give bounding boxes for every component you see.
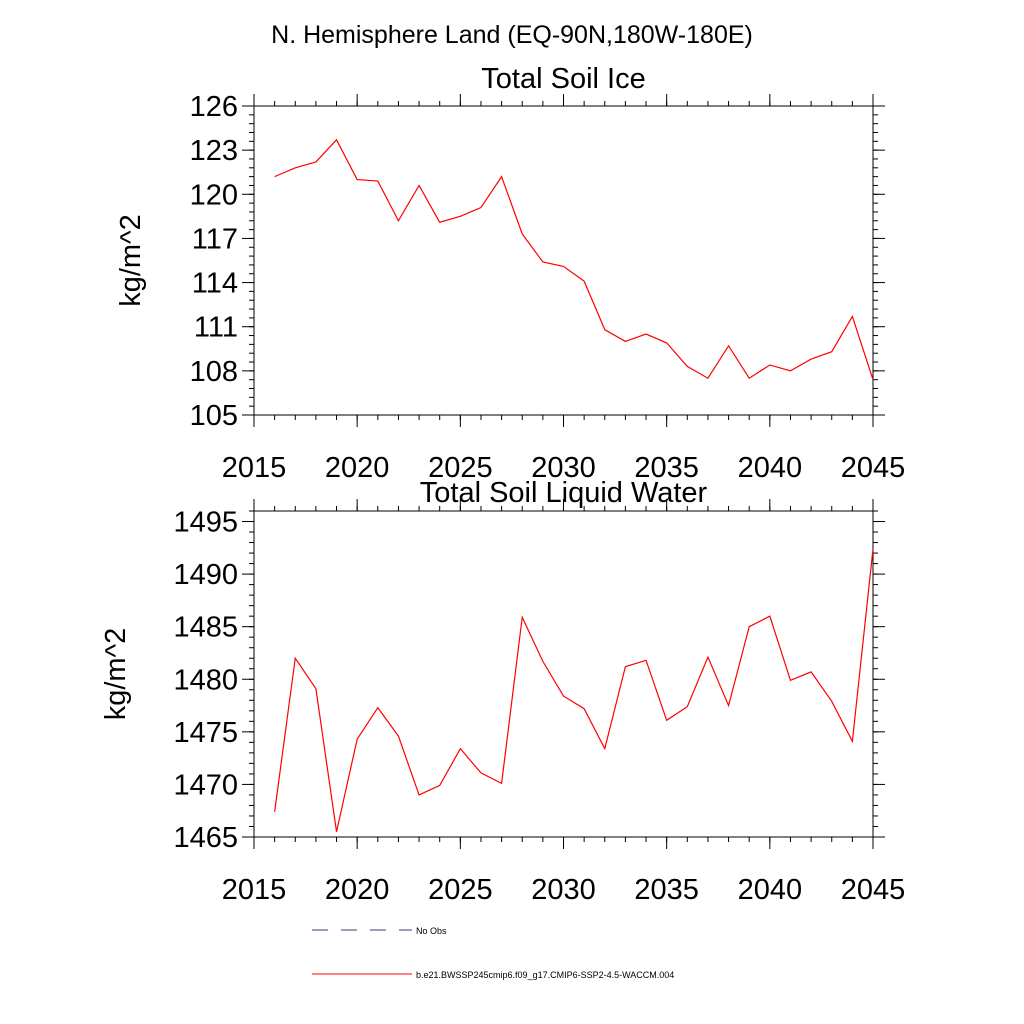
- page-header: N. Hemisphere Land (EQ-90N,180W-180E): [271, 21, 753, 49]
- legend-label-2: b.e21.BWSSP245cmip6.f09_g17.CMIP6-SSP2-4…: [416, 970, 674, 980]
- x-tick-label: 2015: [222, 452, 287, 484]
- x-tick-label: 2040: [738, 874, 803, 906]
- legend-label-1: No Obs: [416, 926, 447, 936]
- y-axis-label: kg/m^2: [100, 628, 132, 721]
- y-tick-label: 1475: [173, 717, 238, 749]
- y-tick-label: 111: [194, 312, 238, 344]
- y-axis-label: kg/m^2: [115, 214, 147, 307]
- y-tick-label: 1495: [173, 507, 238, 539]
- plot-frame: [253, 105, 874, 416]
- x-tick-label: 2030: [531, 874, 596, 906]
- chart-title: Total Soil Ice: [481, 63, 645, 95]
- x-tick-label: 2045: [841, 452, 906, 484]
- series-line-1: [274, 138, 874, 380]
- y-tick-label: 1480: [173, 664, 238, 696]
- x-tick-label: 2035: [634, 452, 699, 484]
- x-tick-label: 2025: [428, 874, 493, 906]
- y-tick-label: 105: [190, 400, 238, 432]
- y-tick-label: 108: [190, 356, 238, 388]
- y-tick-label: 1470: [173, 769, 238, 801]
- x-tick-label: 2020: [325, 874, 390, 906]
- y-tick-label: 1490: [173, 559, 238, 591]
- x-tick-label: 2020: [325, 452, 390, 484]
- x-tick-label: 2030: [531, 452, 596, 484]
- x-tick-label: 2015: [222, 874, 287, 906]
- y-tick-label: 117: [192, 223, 238, 255]
- series-line-1: [274, 548, 874, 832]
- y-tick-label: 123: [190, 135, 238, 167]
- y-tick-label: 120: [190, 179, 238, 211]
- x-tick-label: 2040: [738, 452, 803, 484]
- y-tick-label: 126: [190, 91, 238, 123]
- chart-panel-1: Total Soil Ice kg/m^2 105 108 111 114 117 120 12…: [115, 63, 905, 484]
- y-tick-label: 1465: [173, 822, 238, 854]
- y-tick-label: 1485: [173, 612, 238, 644]
- legend: No Obs b.e21.BWSSP245cmip6.f09_g17.CMIP6-…: [312, 926, 674, 980]
- y-tick-label: 114: [192, 268, 238, 300]
- x-tick-label: 2035: [634, 874, 699, 906]
- chart-panel-2: Total Soil Liquid Waterkg/m^214651470147…: [100, 477, 905, 906]
- x-tick-label: 2045: [841, 874, 906, 906]
- x-tick-label: 2025: [428, 452, 493, 484]
